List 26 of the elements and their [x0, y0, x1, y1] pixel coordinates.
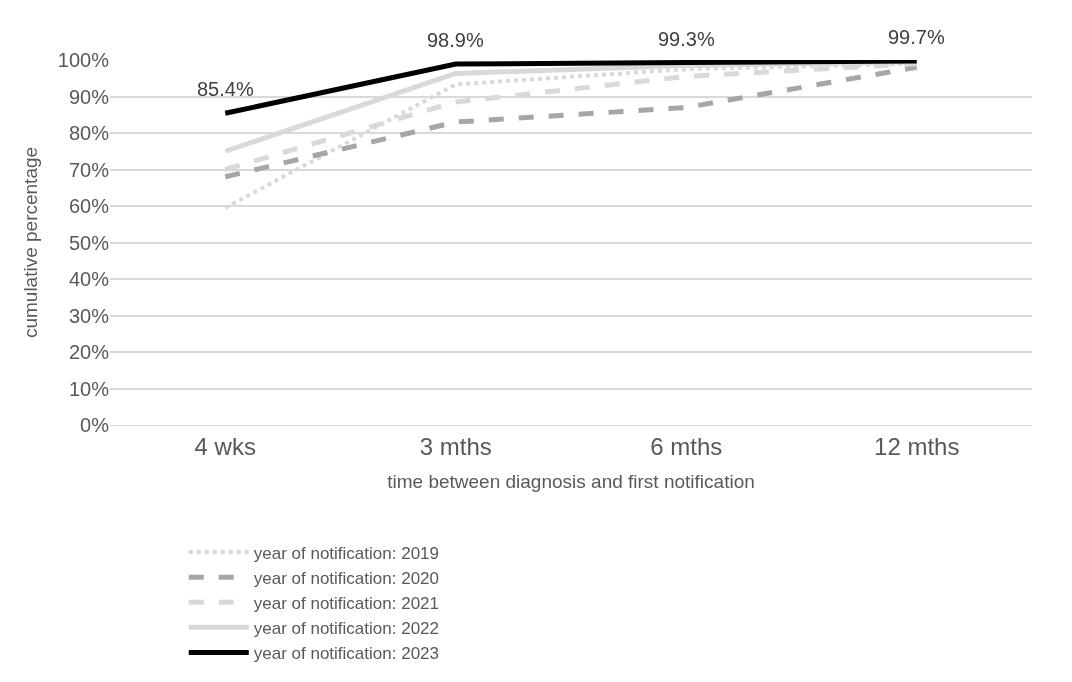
x-tick-label: 6 mths: [650, 432, 723, 460]
legend-label: year of notification: 2020: [253, 568, 439, 588]
y-tick-label: 60%: [68, 195, 110, 217]
y-tick-label: 100%: [57, 49, 110, 71]
y-tick-label: 20%: [68, 341, 110, 363]
data-label: 98.9%: [427, 29, 484, 51]
y-tick-label: 30%: [68, 304, 110, 327]
x-tick-label: 12 mths: [874, 432, 960, 460]
data-label: 85.4%: [197, 78, 254, 100]
legend-label: year of notification: 2021: [253, 593, 439, 613]
x-tick-label: 3 mths: [419, 432, 492, 460]
legend-label: year of notification: 2019: [253, 543, 439, 563]
x-axis-title: time between diagnosis and first notification: [387, 470, 755, 492]
data-label: 99.7%: [888, 26, 945, 48]
y-axis-title: cumulative percentage: [19, 146, 41, 339]
y-tick-label: 50%: [68, 231, 110, 254]
y-tick-label: 0%: [80, 414, 110, 436]
y-tick-label: 80%: [68, 122, 110, 144]
legend-label: year of notification: 2023: [253, 644, 439, 664]
legend-label: year of notification: 2022: [253, 618, 439, 638]
y-tick-label: 90%: [68, 85, 110, 108]
data-label: 99.3%: [658, 28, 715, 50]
y-tick-label: 70%: [68, 158, 110, 181]
x-tick-label: 4 wks: [194, 432, 256, 460]
y-tick-label: 10%: [68, 377, 110, 400]
y-tick-label: 40%: [68, 268, 110, 290]
